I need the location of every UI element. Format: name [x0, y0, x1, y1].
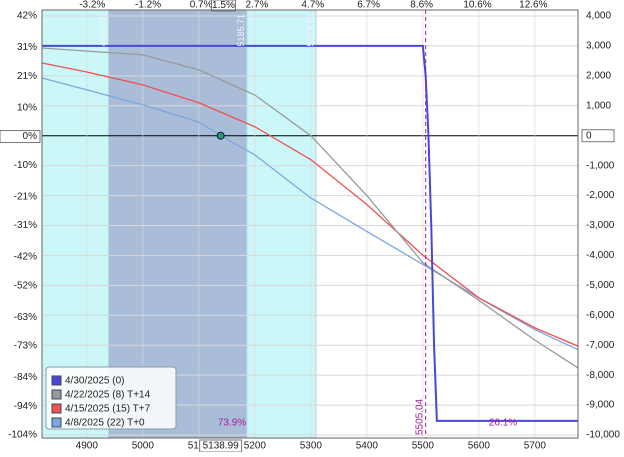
range-label: 5309.16: [305, 14, 315, 47]
legend-swatch: [51, 389, 62, 400]
legend-swatch: [51, 417, 62, 428]
y2-tick-label: -104%: [8, 430, 37, 441]
y-tick-label: 0: [586, 130, 592, 141]
y-tick-label: -10,000: [586, 430, 620, 441]
legend-label: 4/8/2025 (22) T+0: [65, 418, 145, 429]
y-tick-label: -3,000: [586, 220, 615, 231]
x-tick-label: 5700: [524, 441, 547, 452]
y-tick-label: -1,000: [586, 160, 615, 171]
legend-label: 4/15/2025 (15) T+7: [65, 404, 151, 415]
y-tick-label: -5,000: [586, 280, 615, 291]
legend-label: 4/30/2025 (0): [65, 376, 125, 387]
legend: [45, 366, 177, 430]
y-tick-label: -4,000: [586, 250, 615, 261]
zero-label-box: [581, 129, 615, 143]
x-tick-label: 5600: [468, 441, 491, 452]
current-price-marker: [216, 131, 225, 140]
y-tick-label: -6,000: [586, 310, 615, 321]
x2-tick-label: 10.6%: [463, 0, 491, 11]
y-tick-label: 2,000: [586, 70, 611, 81]
x-tick-label: 5300: [300, 441, 323, 452]
y2-tick-label: 0%: [23, 131, 38, 142]
current-price-label: 5138.99: [203, 441, 240, 452]
y2-tick-label: -73%: [14, 341, 37, 352]
y2-tick-label: 10%: [17, 102, 37, 113]
x-tick-label: 5400: [356, 441, 379, 452]
x-tick-label: 5000: [132, 441, 155, 452]
x2-tick-label: 0.7%: [190, 0, 213, 11]
plot-frame: [41, 9, 579, 439]
y2-tick-label: -63%: [14, 312, 37, 323]
y-tick-label: -7,000: [586, 340, 615, 351]
y2-tick-label: -10%: [14, 160, 37, 171]
y-tick-label: 4,000: [586, 11, 611, 22]
x-tick-label: 5500: [412, 441, 435, 452]
series-line: [41, 62, 579, 347]
series-line: [41, 47, 579, 369]
y-tick-label: -8,000: [586, 370, 615, 381]
y2-tick-label: -21%: [14, 191, 37, 202]
x2-tick-label: 12.6%: [519, 0, 547, 11]
x2-tick-label: 8.6%: [410, 0, 433, 11]
x2-tick-label: -1.2%: [135, 0, 161, 11]
range-band: [246, 10, 316, 438]
x2-tick-label: 2.7%: [246, 0, 269, 11]
y-tick-label: -9,000: [586, 400, 615, 411]
y-tick-label: -2,000: [586, 190, 615, 201]
zero-label-box: [0, 130, 41, 144]
y2-tick-label: -31%: [14, 220, 37, 231]
x-tick-label: 4900: [76, 441, 99, 452]
y2-tick-label: -94%: [14, 401, 37, 412]
x-tick-label: 5200: [244, 441, 267, 452]
y2-tick-label: 21%: [17, 71, 37, 82]
y2-tick-label: 42%: [17, 11, 37, 22]
y2-tick-label: -52%: [14, 280, 37, 291]
y2-tick-label: -84%: [14, 372, 37, 383]
y-tick-label: 1,000: [586, 100, 611, 111]
legend-swatch: [51, 375, 62, 386]
y2-tick-label: 31%: [17, 42, 37, 53]
current-change-label: 1.5%: [212, 0, 235, 11]
y-tick-label: 3,000: [586, 41, 611, 52]
x2-tick-label: 6.7%: [357, 0, 380, 11]
probability-label: 26.1%: [489, 418, 517, 429]
series-line: [42, 44, 578, 422]
x2-tick-label: -3.2%: [79, 0, 105, 11]
current-change-box: [210, 0, 236, 12]
legend-label: 4/22/2025 (8) T+14: [65, 390, 151, 401]
range-label: 5185.71: [236, 14, 246, 47]
probability-label: 73.9%: [218, 418, 246, 429]
x-tick-label: 5100: [188, 441, 211, 452]
y2-tick-label: -42%: [14, 252, 37, 263]
expiration-label: 5505.04: [414, 398, 425, 435]
x2-tick-label: 4.7%: [301, 0, 324, 11]
range-label: 4938.80: [98, 14, 108, 47]
legend-swatch: [51, 403, 62, 414]
